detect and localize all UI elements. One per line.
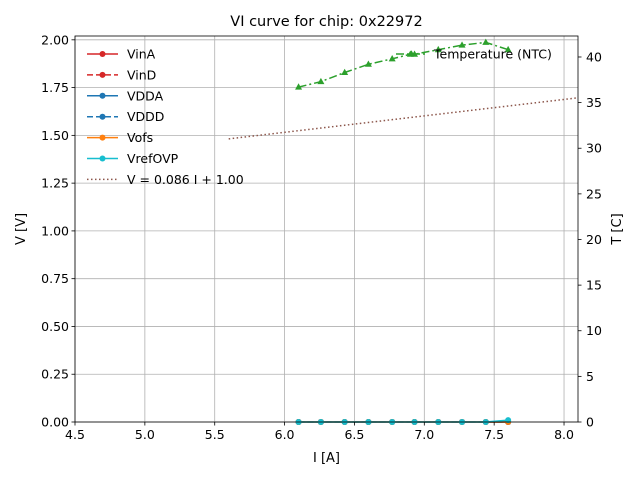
- legend-marker-5: [99, 155, 106, 162]
- y2-tick-label: 20: [586, 232, 602, 247]
- y2-tick-label: 25: [586, 186, 602, 201]
- legend-label: VinA: [127, 47, 156, 62]
- y2-tick-label: 15: [586, 278, 602, 293]
- legend-right: Temperature (NTC): [396, 47, 552, 62]
- legend-temperature-label: Temperature (NTC): [433, 47, 552, 62]
- axes: 4.5 5.0 5.5 6.0 6.5 7.0 7.5 8.0 0.00 0.25 0.50 0.75…: [41, 32, 602, 442]
- legend-left: VinA VinD VDDA VDDD Vofs VrefOVP V = 0.086 I +…: [87, 47, 244, 187]
- legend-label: V = 0.086 I + 1.00: [127, 172, 244, 187]
- y2-axis-label: T [C]: [610, 213, 625, 245]
- y-tick-label: 1.50: [41, 128, 69, 143]
- legend-label: VDDD: [127, 109, 164, 124]
- temperature-point: [317, 77, 325, 85]
- y2-tick-label: 35: [586, 95, 602, 110]
- fit-line: [228, 97, 579, 140]
- x-tick-label: 4.5: [65, 427, 85, 442]
- y2-tick-label: 5: [586, 369, 594, 384]
- temperature-point: [388, 55, 396, 62]
- x-axis-label: I [A]: [313, 451, 340, 466]
- x-tick-label: 6.0: [275, 427, 295, 442]
- legend-temperature-marker: [408, 50, 415, 57]
- x-tick-label: 5.0: [135, 427, 155, 442]
- x-tick-label: 5.5: [205, 427, 225, 442]
- y2-tick-label: 0: [586, 415, 594, 430]
- temperature-point: [458, 41, 466, 48]
- legend-marker-3: [99, 113, 106, 120]
- legend-label: VDDA: [127, 88, 164, 103]
- legend-marker-2: [99, 92, 106, 99]
- y-tick-label: 0.75: [41, 271, 69, 286]
- temperature-point: [341, 68, 349, 76]
- legend-label: Vofs: [127, 130, 153, 145]
- y-tick-label: 0.50: [41, 319, 69, 334]
- temperature-point: [295, 83, 303, 90]
- legend-label: VinD: [127, 67, 156, 82]
- legend-marker-0: [99, 51, 106, 57]
- y-tick-label: 1.00: [41, 223, 69, 238]
- legend-label: VrefOVP: [127, 151, 179, 166]
- y-tick-label: 2.00: [41, 32, 69, 47]
- y-axis-label: V [V]: [14, 213, 29, 245]
- x-tick-label: 6.5: [344, 427, 364, 442]
- x-tick-label: 7.0: [414, 427, 434, 442]
- x-tick-label: 8.0: [554, 427, 574, 442]
- y-tick-label: 0.25: [41, 367, 69, 382]
- y2-tick-label: 30: [586, 141, 602, 156]
- legend-marker-4: [99, 134, 106, 141]
- x-tick-label: 7.5: [484, 427, 504, 442]
- legend-marker-1: [99, 71, 106, 78]
- y-tick-label: 1.25: [41, 176, 69, 191]
- series-point-vrefovp: [505, 417, 512, 424]
- grid: [74, 36, 578, 423]
- y-tick-label: 0.00: [41, 415, 69, 430]
- y2-tick-label: 40: [586, 49, 602, 64]
- temperature-point: [504, 45, 512, 53]
- y-tick-label: 1.75: [41, 80, 69, 95]
- y2-tick-label: 10: [586, 323, 602, 338]
- temperature-point: [482, 38, 490, 45]
- plot-frame: [74, 35, 579, 423]
- temperature-point: [364, 60, 372, 67]
- temperature-point: [434, 45, 442, 53]
- chart-title: VI curve for chip: 0x22972: [230, 14, 422, 30]
